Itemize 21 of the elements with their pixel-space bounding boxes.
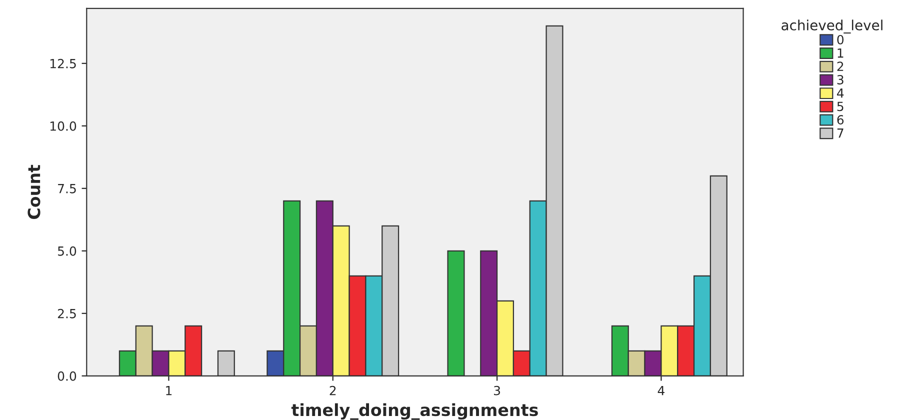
legend-label: 5 (837, 102, 844, 112)
legend-title: achieved_level (782, 20, 882, 34)
x-tick-label: 3 (494, 386, 500, 396)
x-tick-label: 1 (166, 386, 172, 396)
x-axis-title: timely_doing_assignments (291, 403, 538, 420)
legend-label: 6 (837, 115, 844, 125)
y-tick-label: 10.0 (50, 121, 76, 131)
legend-label: 1 (838, 48, 844, 58)
y-tick-label: 0.0 (58, 371, 76, 381)
y-tick-label: 12.5 (50, 58, 76, 68)
legend-label: 0 (837, 34, 844, 44)
x-tick-label: 2 (330, 386, 336, 396)
legend-label: 2 (837, 62, 844, 71)
y-axis-title: Count (28, 164, 40, 220)
x-tick-label: 4 (658, 386, 664, 396)
y-tick-label: 5.0 (58, 246, 76, 256)
y-tick-label: 2.5 (58, 308, 76, 318)
legend-label: 7 (837, 128, 844, 138)
legend-label: 3 (837, 75, 844, 84)
legend-label: 4 (837, 88, 844, 98)
y-tick-label: 7.5 (58, 184, 76, 194)
